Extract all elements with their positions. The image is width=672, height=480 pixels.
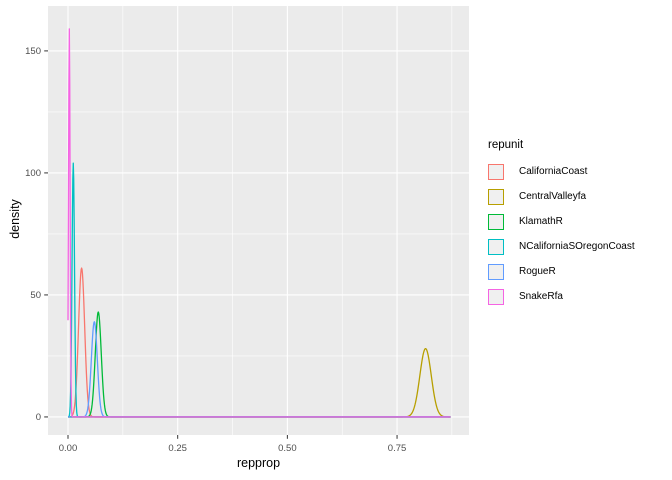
x-axis-title: repprop [236,456,281,470]
density-curve-SnakeRfa [67,28,451,418]
axis-tick-labels: 0.00 0.25 0.50 0.75 0 50 100 150 [25,46,406,454]
legend-key-swatch [488,213,504,230]
x-tick-label: 0.75 [388,443,407,454]
legend-item: SnakeRfa [488,284,635,309]
x-tick-label: 0.50 [278,443,297,454]
legend-item-label: NCaliforniaSOregonCoast [519,241,635,252]
y-tick-label: 150 [25,46,41,57]
legend-key-swatch [488,188,504,205]
grid-minor-lines [48,6,469,435]
plot-panel [48,6,469,435]
legend-item-label: RogueR [519,266,556,277]
panel-background [48,6,469,435]
x-tick-label: 0.00 [59,443,78,454]
legend-title: repunit [488,139,524,151]
legend-items: CaliforniaCoast CentralValleyfa KlamathR NC… [488,159,635,309]
legend-item: CentralValleyfa [488,184,635,209]
legend-item: RogueR [488,259,635,284]
y-tick-label: 100 [25,168,41,179]
y-tick-label: 50 [30,290,41,301]
legend-item-label: SnakeRfa [519,291,563,302]
legend-item-label: CentralValleyfa [519,191,587,202]
legend-item-label: KlamathR [519,216,563,227]
legend: repunit CaliforniaCoast CentralValleyfa Kl… [488,139,635,309]
y-axis-title: density [8,199,22,239]
grid-major-lines [48,6,469,435]
x-tick-label: 0.25 [168,443,187,454]
legend-key-swatch [488,263,504,280]
axis-ticks [44,50,398,439]
legend-item: CaliforniaCoast [488,159,635,184]
legend-key-swatch [488,288,504,305]
density-curves [67,28,451,418]
legend-item: NCaliforniaSOregonCoast [488,234,635,259]
legend-key-swatch [488,163,504,180]
legend-item: KlamathR [488,209,635,234]
legend-item-label: CaliforniaCoast [519,166,588,177]
legend-key-swatch [488,238,504,255]
y-tick-label: 0 [36,412,41,423]
